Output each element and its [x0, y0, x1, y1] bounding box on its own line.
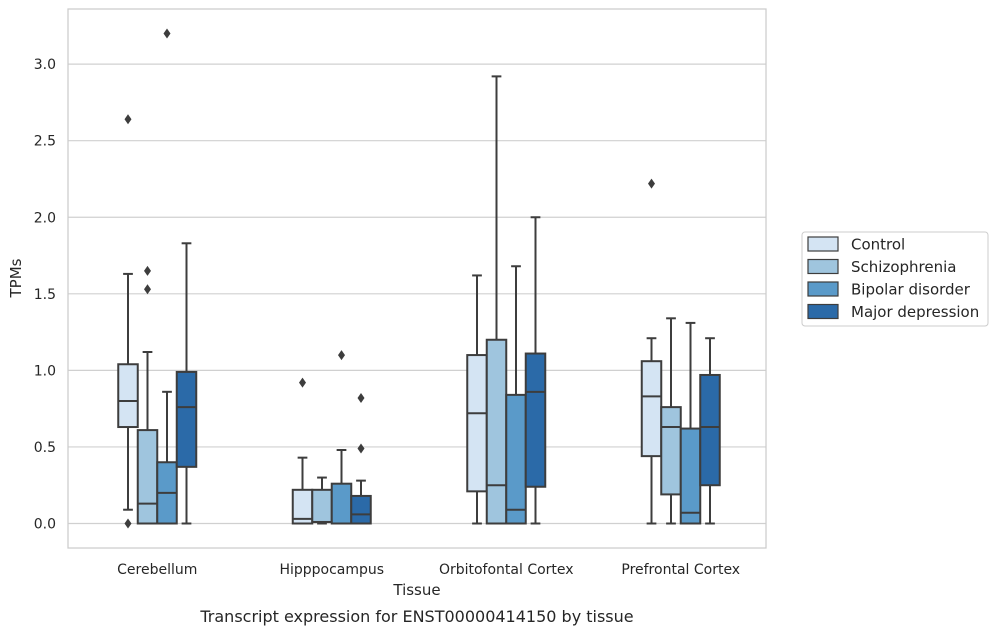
- y-tick-label: 3.0: [34, 57, 56, 73]
- box-iqr: [660, 406, 682, 496]
- box-group: [640, 178, 721, 525]
- box: [485, 75, 508, 525]
- outlier-point: [144, 284, 151, 295]
- box-iqr: [350, 494, 372, 525]
- x-tick-label: Prefrontal Cortex: [621, 562, 740, 578]
- legend-swatch: [807, 281, 839, 297]
- box-group: [117, 28, 198, 529]
- outlier-point: [648, 178, 655, 189]
- y-tick-label: 0.0: [34, 517, 56, 533]
- legend-label: Major depression: [851, 303, 979, 321]
- box: [505, 265, 527, 525]
- legend-swatch: [807, 258, 839, 275]
- y-tick-label: 2.5: [34, 134, 56, 150]
- box: [524, 216, 547, 525]
- box: [466, 274, 488, 525]
- box: [175, 242, 198, 525]
- box-group: [466, 75, 547, 525]
- box: [640, 178, 663, 525]
- box: [117, 114, 139, 529]
- legend-item: Bipolar disorder: [807, 281, 971, 299]
- y-tick-label: 2.0: [34, 210, 56, 226]
- outlier-point: [357, 392, 365, 403]
- box-iqr: [679, 427, 702, 525]
- box: [156, 28, 178, 525]
- y-tick-label: 1.5: [34, 287, 56, 303]
- y-axis-label: TPMs: [7, 258, 25, 298]
- box: [311, 476, 333, 525]
- box-iqr: [524, 352, 547, 488]
- box: [136, 265, 159, 525]
- x-axis-label: Tissue: [392, 581, 440, 599]
- x-tick-label: Hipppocampus: [279, 562, 384, 578]
- legend: Control Schizophrenia Bipolar disorder Majo…: [801, 231, 989, 327]
- x-tick-labels: Cerebellum Hipppocampus Orbitofontal Corte…: [117, 562, 740, 578]
- x-tick-label: Cerebellum: [117, 562, 197, 578]
- legend-label: Schizophrenia: [851, 258, 956, 276]
- box-iqr: [311, 488, 333, 523]
- outlier-point: [124, 114, 132, 125]
- x-tick-label: Orbitofontal Cortex: [439, 562, 574, 578]
- legend-item: Major depression: [807, 303, 979, 321]
- outlier-point: [144, 265, 151, 276]
- outlier-point: [357, 443, 365, 454]
- outlier-point: [124, 518, 132, 529]
- legend-swatch: [807, 236, 839, 252]
- box-group: [291, 350, 372, 525]
- legend-item: Control: [807, 236, 905, 254]
- legend-frame: [801, 231, 989, 327]
- box-iqr: [699, 373, 721, 487]
- box: [699, 337, 721, 525]
- box-iqr: [505, 393, 527, 525]
- plot-frame: [67, 8, 767, 549]
- legend-label: Bipolar disorder: [851, 281, 971, 299]
- y-tick-labels: 0.0 0.5 1.0 1.5 2.0 2.5 3.0: [34, 57, 56, 532]
- y-tick-label: 1.0: [34, 363, 56, 379]
- box-iqr: [466, 354, 488, 493]
- outlier-point: [163, 28, 171, 39]
- y-tick-label: 0.5: [34, 440, 56, 456]
- chart-caption: Transcript expression for ENST0000041415…: [199, 607, 633, 626]
- outlier-point: [299, 377, 306, 388]
- box-iqr: [175, 370, 198, 468]
- box-iqr: [330, 482, 353, 525]
- legend-swatch: [807, 303, 839, 320]
- outlier-point: [338, 350, 345, 361]
- box: [350, 392, 372, 525]
- legend-item: Schizophrenia: [807, 258, 956, 276]
- box-iqr: [485, 338, 508, 525]
- legend-label: Control: [851, 236, 905, 254]
- box-groups: [117, 28, 721, 529]
- box-iqr: [640, 360, 663, 458]
- box-iqr: [117, 363, 139, 429]
- box-iqr: [136, 429, 159, 525]
